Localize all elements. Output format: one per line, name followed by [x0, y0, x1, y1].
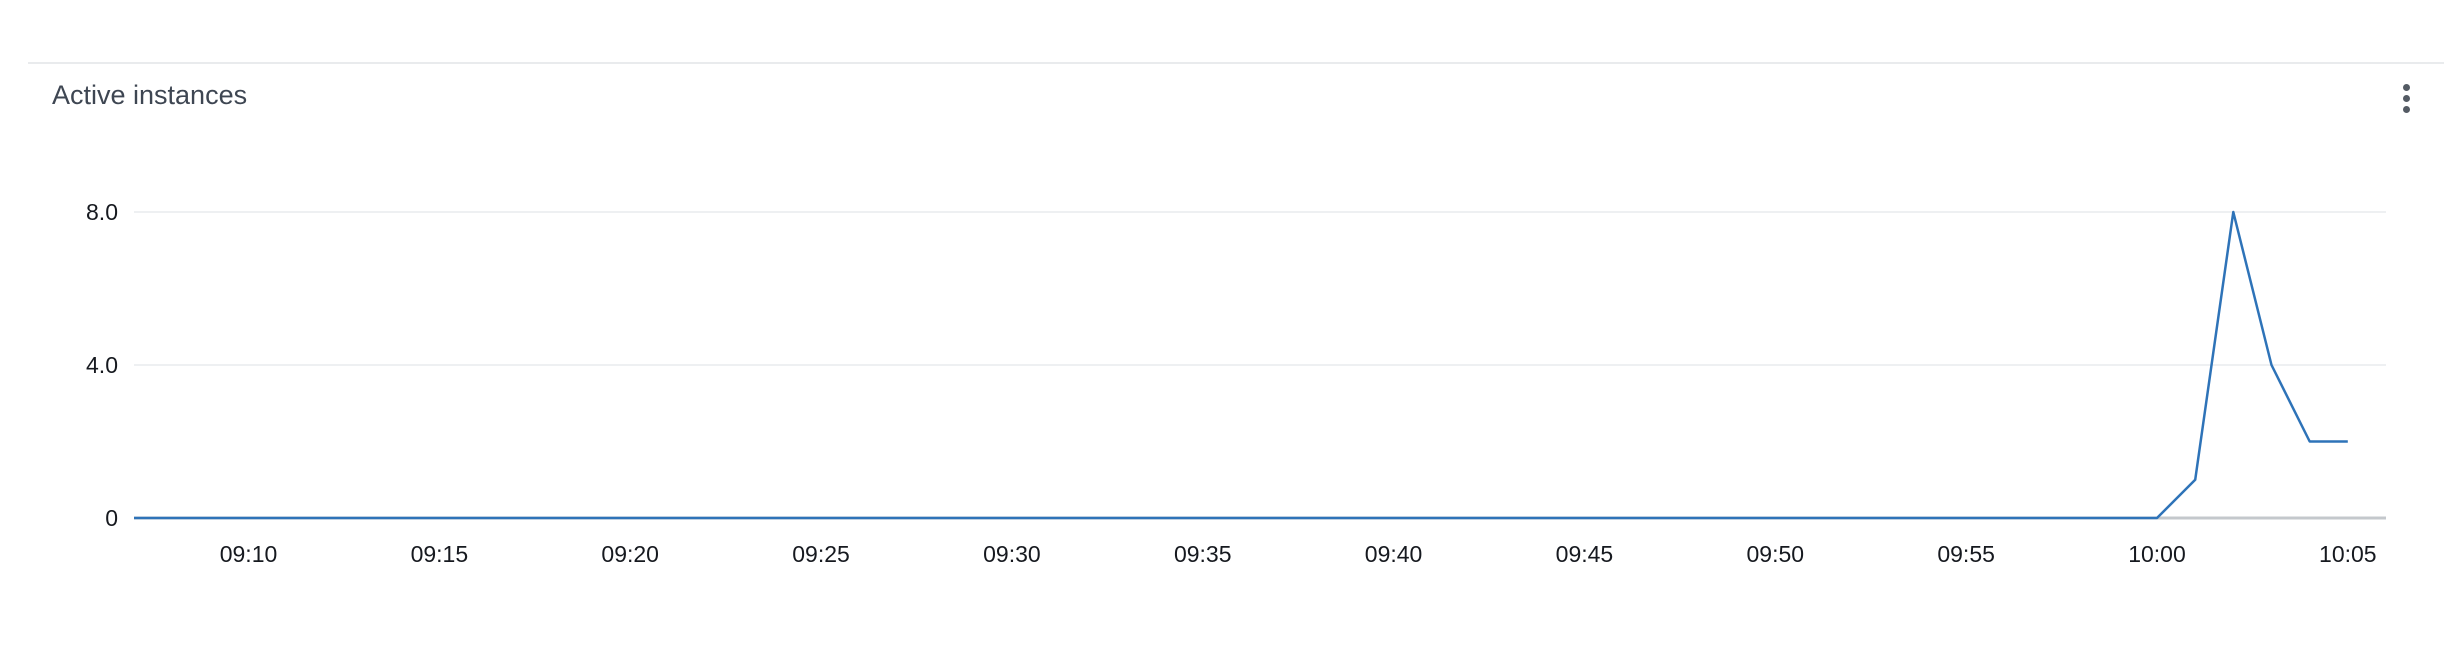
- x-tick-label: 09:40: [1365, 541, 1423, 567]
- y-tick-label: 4.0: [86, 352, 118, 378]
- x-axis-tick-labels: 09:10 09:15 09:20 09:25 09:30 09:35 09:40 09:45…: [220, 541, 2377, 567]
- y-tick-label: 8.0: [86, 199, 118, 225]
- x-tick-label: 09:20: [601, 541, 659, 567]
- x-tick-label: 09:25: [792, 541, 850, 567]
- x-tick-label: 09:45: [1556, 541, 1614, 567]
- x-tick-label: 09:35: [1174, 541, 1232, 567]
- grid-lines: [134, 212, 2386, 518]
- x-tick-label: 09:30: [983, 541, 1041, 567]
- x-tick-label: 09:10: [220, 541, 278, 567]
- x-tick-label: 09:50: [1747, 541, 1805, 567]
- x-tick-label: 10:05: [2319, 541, 2377, 567]
- x-tick-label: 09:15: [411, 541, 469, 567]
- x-tick-label: 10:00: [2128, 541, 2186, 567]
- y-axis-tick-labels: 0 4.0 8.0: [86, 199, 118, 531]
- x-tick-label: 09:55: [1937, 541, 1995, 567]
- y-tick-label: 0: [105, 505, 118, 531]
